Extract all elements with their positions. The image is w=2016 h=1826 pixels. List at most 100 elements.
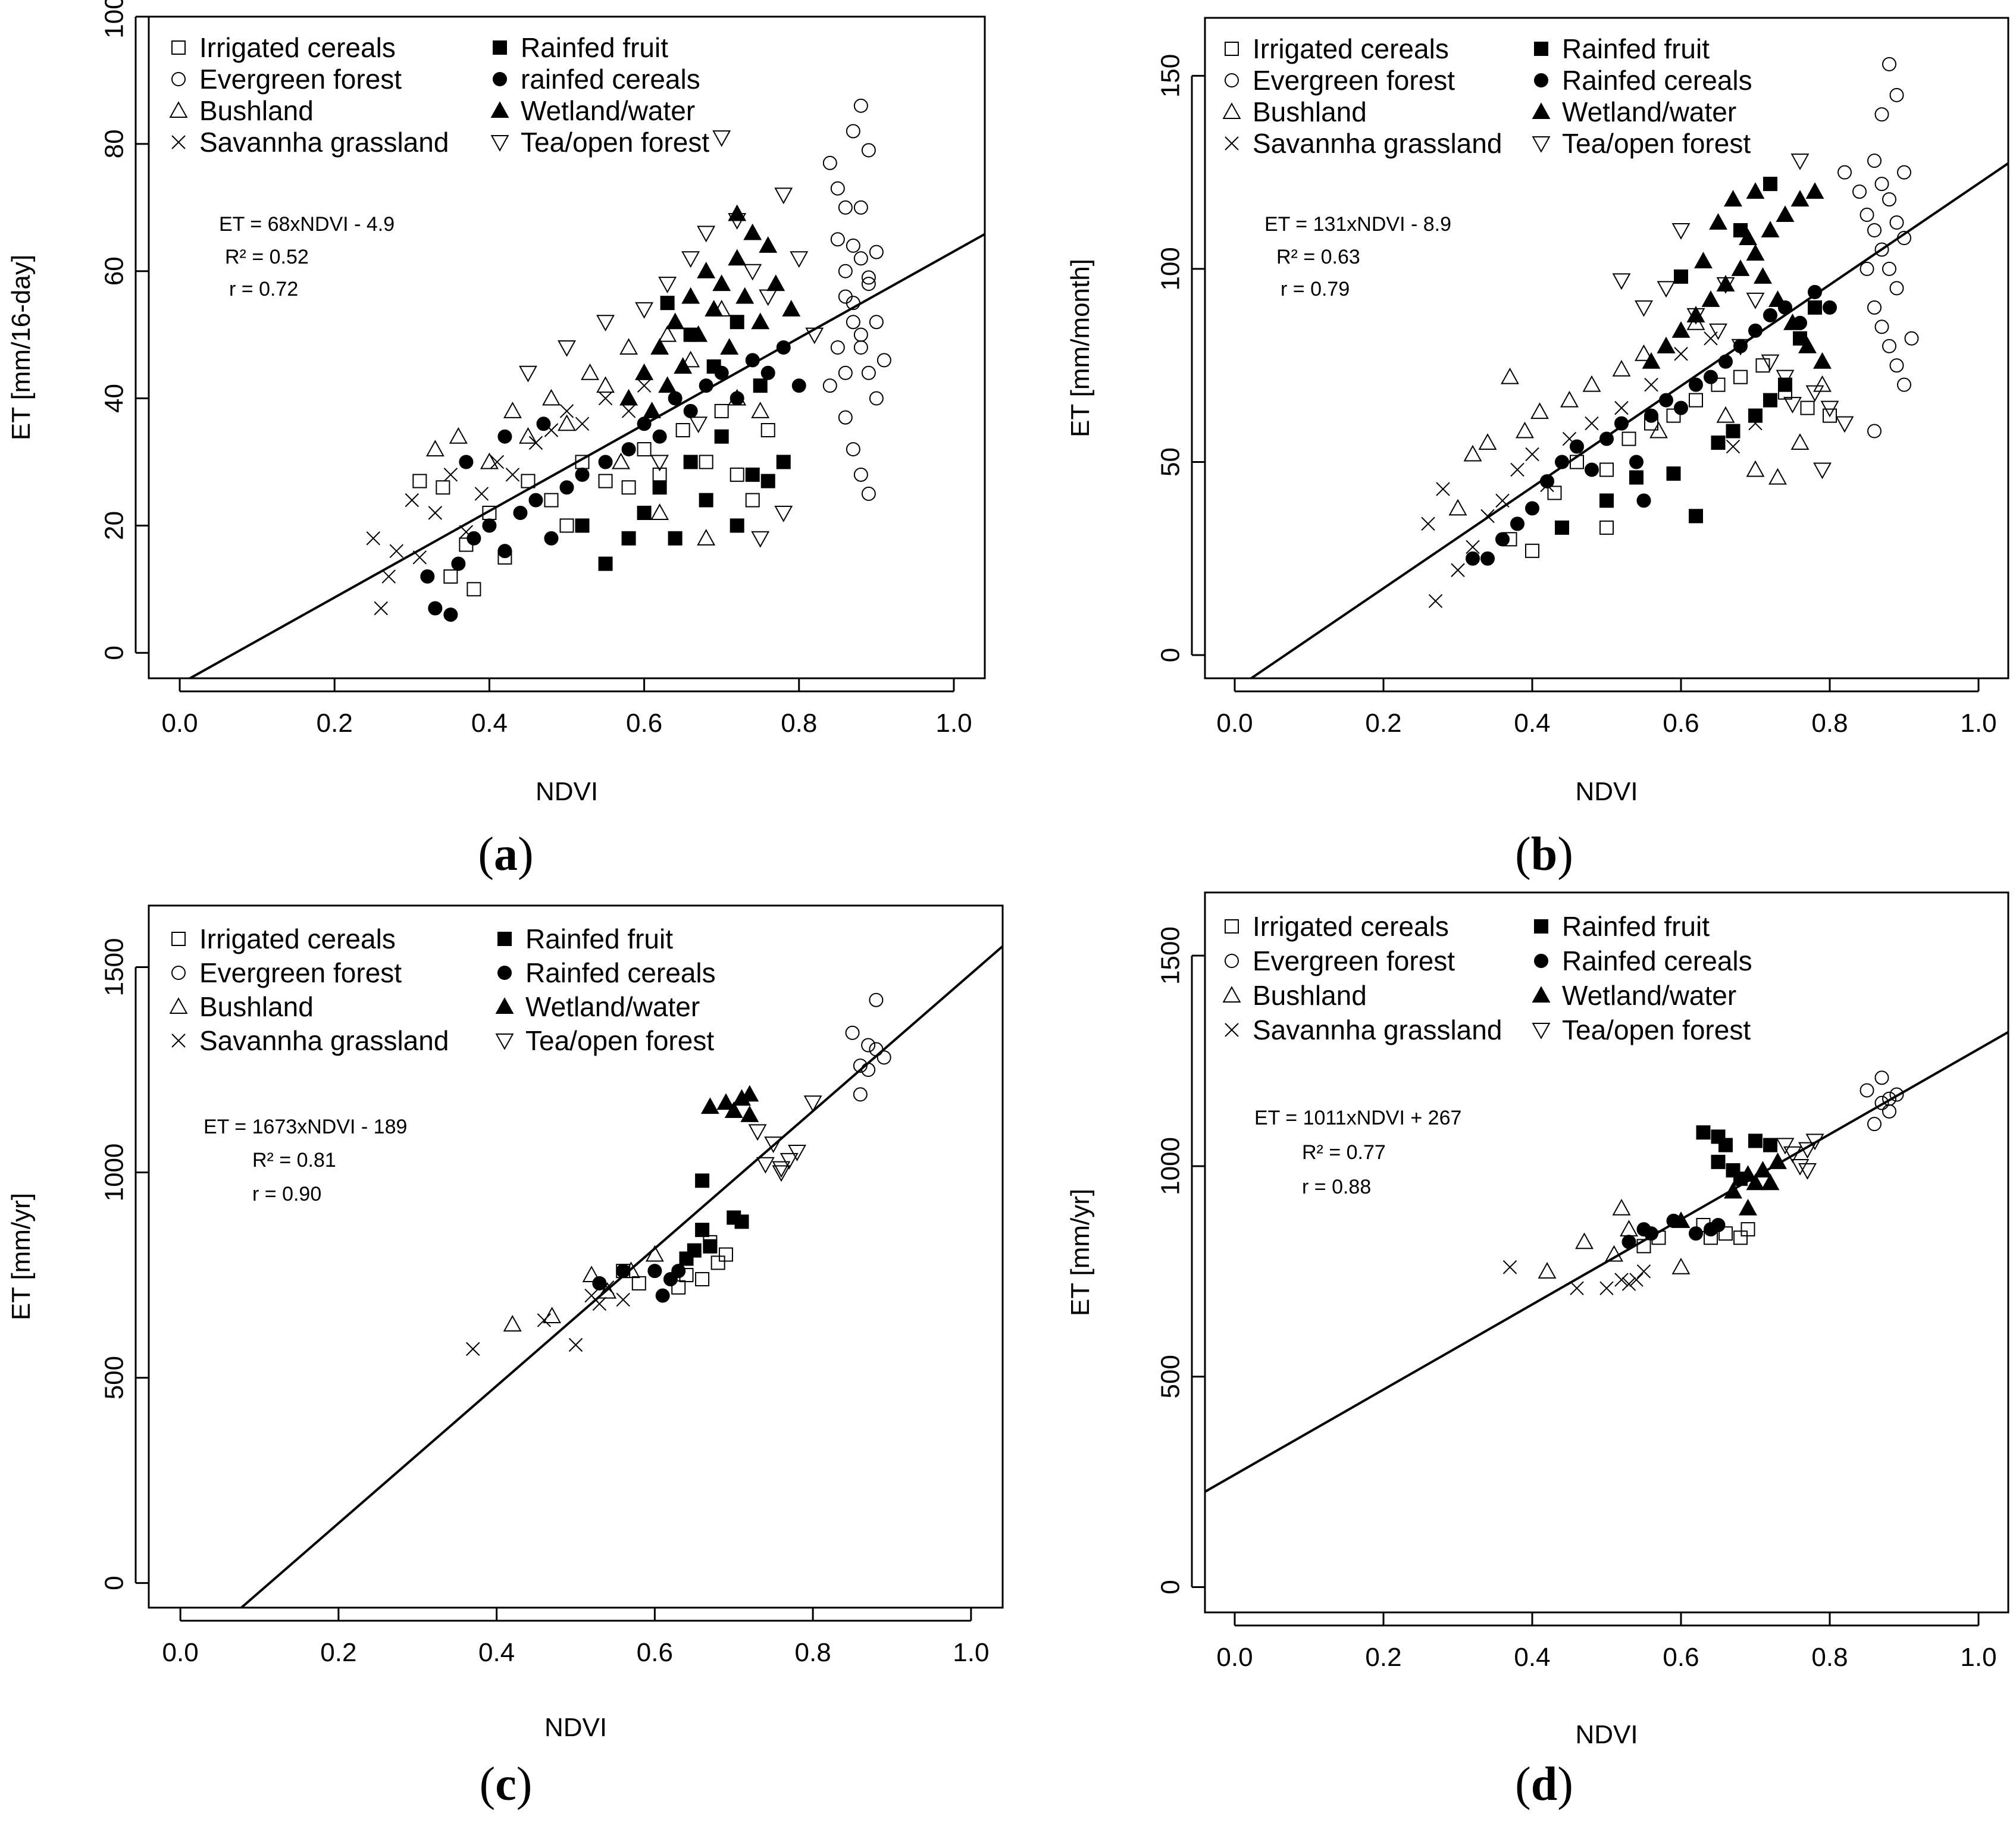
- data-point: [666, 312, 685, 330]
- data-point: [745, 467, 760, 482]
- data-point: [598, 556, 613, 571]
- legend-marker: [1225, 42, 1239, 56]
- data-point: [1820, 400, 1839, 418]
- legend-marker: [1534, 73, 1548, 87]
- axis-ticks: 0.0 0.2 0.4 0.6 0.8 1.0 0 500 1000 1500: [1156, 926, 1997, 1672]
- data-point: [1739, 1198, 1757, 1216]
- data-point: [1501, 367, 1519, 384]
- data-point: [521, 474, 536, 488]
- x-tick-label: 0.0: [1216, 709, 1253, 738]
- data-point: [861, 1063, 876, 1078]
- axis-ticks: 0.0 0.2 0.4 0.6 0.8 1.0 0 50 100 150: [1156, 54, 1997, 738]
- series-tea-open-forest: [1612, 154, 1854, 480]
- data-point: [497, 544, 512, 559]
- data-point: [1776, 369, 1795, 387]
- data-point: [621, 404, 636, 418]
- data-point: [1605, 1245, 1623, 1262]
- legend-label: Wetland/water: [1562, 980, 1736, 1011]
- x-tick-label: 0.0: [161, 709, 198, 738]
- legend-item-wetland-water: Wetland/water: [1532, 980, 1736, 1011]
- data-point: [695, 1271, 710, 1286]
- series-bushland: [425, 300, 770, 546]
- data-point: [759, 236, 778, 253]
- data-point: [699, 493, 713, 508]
- data-point: [1897, 377, 1911, 392]
- data-point: [1585, 416, 1599, 431]
- legend-label: Bushland: [1253, 96, 1367, 127]
- data-point: [853, 467, 868, 482]
- y-tick-label: 500: [1156, 1355, 1185, 1398]
- legend-marker: [1534, 42, 1548, 56]
- legend-item-irrigated-cereals: Irrigated cereals: [1225, 33, 1449, 64]
- y-tick-label: 40: [100, 384, 129, 413]
- data-point: [1570, 1281, 1584, 1295]
- series-evergreen-forest: [822, 98, 891, 501]
- data-point: [756, 1157, 775, 1174]
- data-point: [1889, 1087, 1904, 1102]
- data-point: [1674, 347, 1688, 361]
- data-point: [544, 531, 559, 546]
- y-tick-label: 100: [1156, 247, 1185, 290]
- data-point: [1783, 397, 1802, 414]
- data-point: [1582, 375, 1601, 392]
- data-point: [1768, 468, 1787, 485]
- data-point: [699, 455, 713, 469]
- data-point: [724, 1101, 743, 1119]
- data-point: [1874, 1070, 1889, 1085]
- data-point: [861, 270, 876, 285]
- series-tea-open-forest: [748, 1095, 822, 1182]
- legend-item-evergreen-forest: Evergreen forest: [171, 64, 402, 95]
- data-point: [668, 391, 683, 406]
- data-point: [714, 403, 729, 418]
- legend-marker: [171, 135, 186, 149]
- data-point: [1852, 184, 1867, 199]
- data-point: [635, 302, 654, 319]
- data-point: [1882, 339, 1896, 353]
- data-point: [1748, 408, 1763, 423]
- data-point: [830, 181, 845, 196]
- data-point: [712, 130, 731, 147]
- data-point: [650, 503, 669, 520]
- data-point: [1674, 269, 1688, 284]
- data-point: [846, 442, 860, 457]
- data-point: [1560, 390, 1579, 408]
- scatter-points: [1502, 1070, 1904, 1295]
- data-point: [655, 1288, 670, 1303]
- legend-marker: [1534, 954, 1548, 968]
- data-point: [581, 363, 599, 380]
- data-point: [1636, 493, 1651, 508]
- data-point: [1798, 1163, 1817, 1180]
- data-point: [697, 528, 716, 546]
- data-point: [1882, 1104, 1896, 1119]
- x-tick-label: 0.6: [1663, 1643, 1699, 1672]
- series-rainfed-cereals: [1466, 284, 1837, 566]
- legend-label: Bushland: [199, 95, 314, 126]
- legend-item-bushland: Bushland: [169, 991, 314, 1022]
- data-point: [1761, 221, 1780, 238]
- data-point: [1657, 336, 1676, 353]
- data-point: [788, 1145, 806, 1161]
- data-point: [1754, 267, 1772, 284]
- data-point: [1889, 215, 1904, 230]
- plot-frame: [1204, 891, 2009, 1614]
- data-point: [1897, 165, 1911, 180]
- legend-marker: [1222, 102, 1241, 119]
- panel-a: 0.0 0.2 0.4 0.6 0.8 1.0 0 20 40 60 80 100 Irrigated…: [7, 0, 986, 881]
- data-point: [822, 378, 837, 393]
- legend-marker: [497, 966, 512, 980]
- data-point: [459, 455, 474, 469]
- regression-line: [1250, 162, 2009, 679]
- data-point: [543, 1307, 562, 1324]
- x-tick-label: 1.0: [1960, 1643, 1996, 1672]
- data-point: [1808, 300, 1822, 315]
- data-point: [689, 325, 708, 342]
- series-wetland-water: [1671, 1152, 1787, 1228]
- data-point: [559, 404, 574, 418]
- data-point: [650, 455, 669, 472]
- legend-item-rainfed-cereals: Rainfed cereals: [497, 957, 716, 988]
- legend-label: Tea/open forest: [1562, 128, 1751, 159]
- data-point: [1644, 377, 1658, 392]
- data-point: [1621, 431, 1636, 446]
- data-point: [681, 350, 700, 368]
